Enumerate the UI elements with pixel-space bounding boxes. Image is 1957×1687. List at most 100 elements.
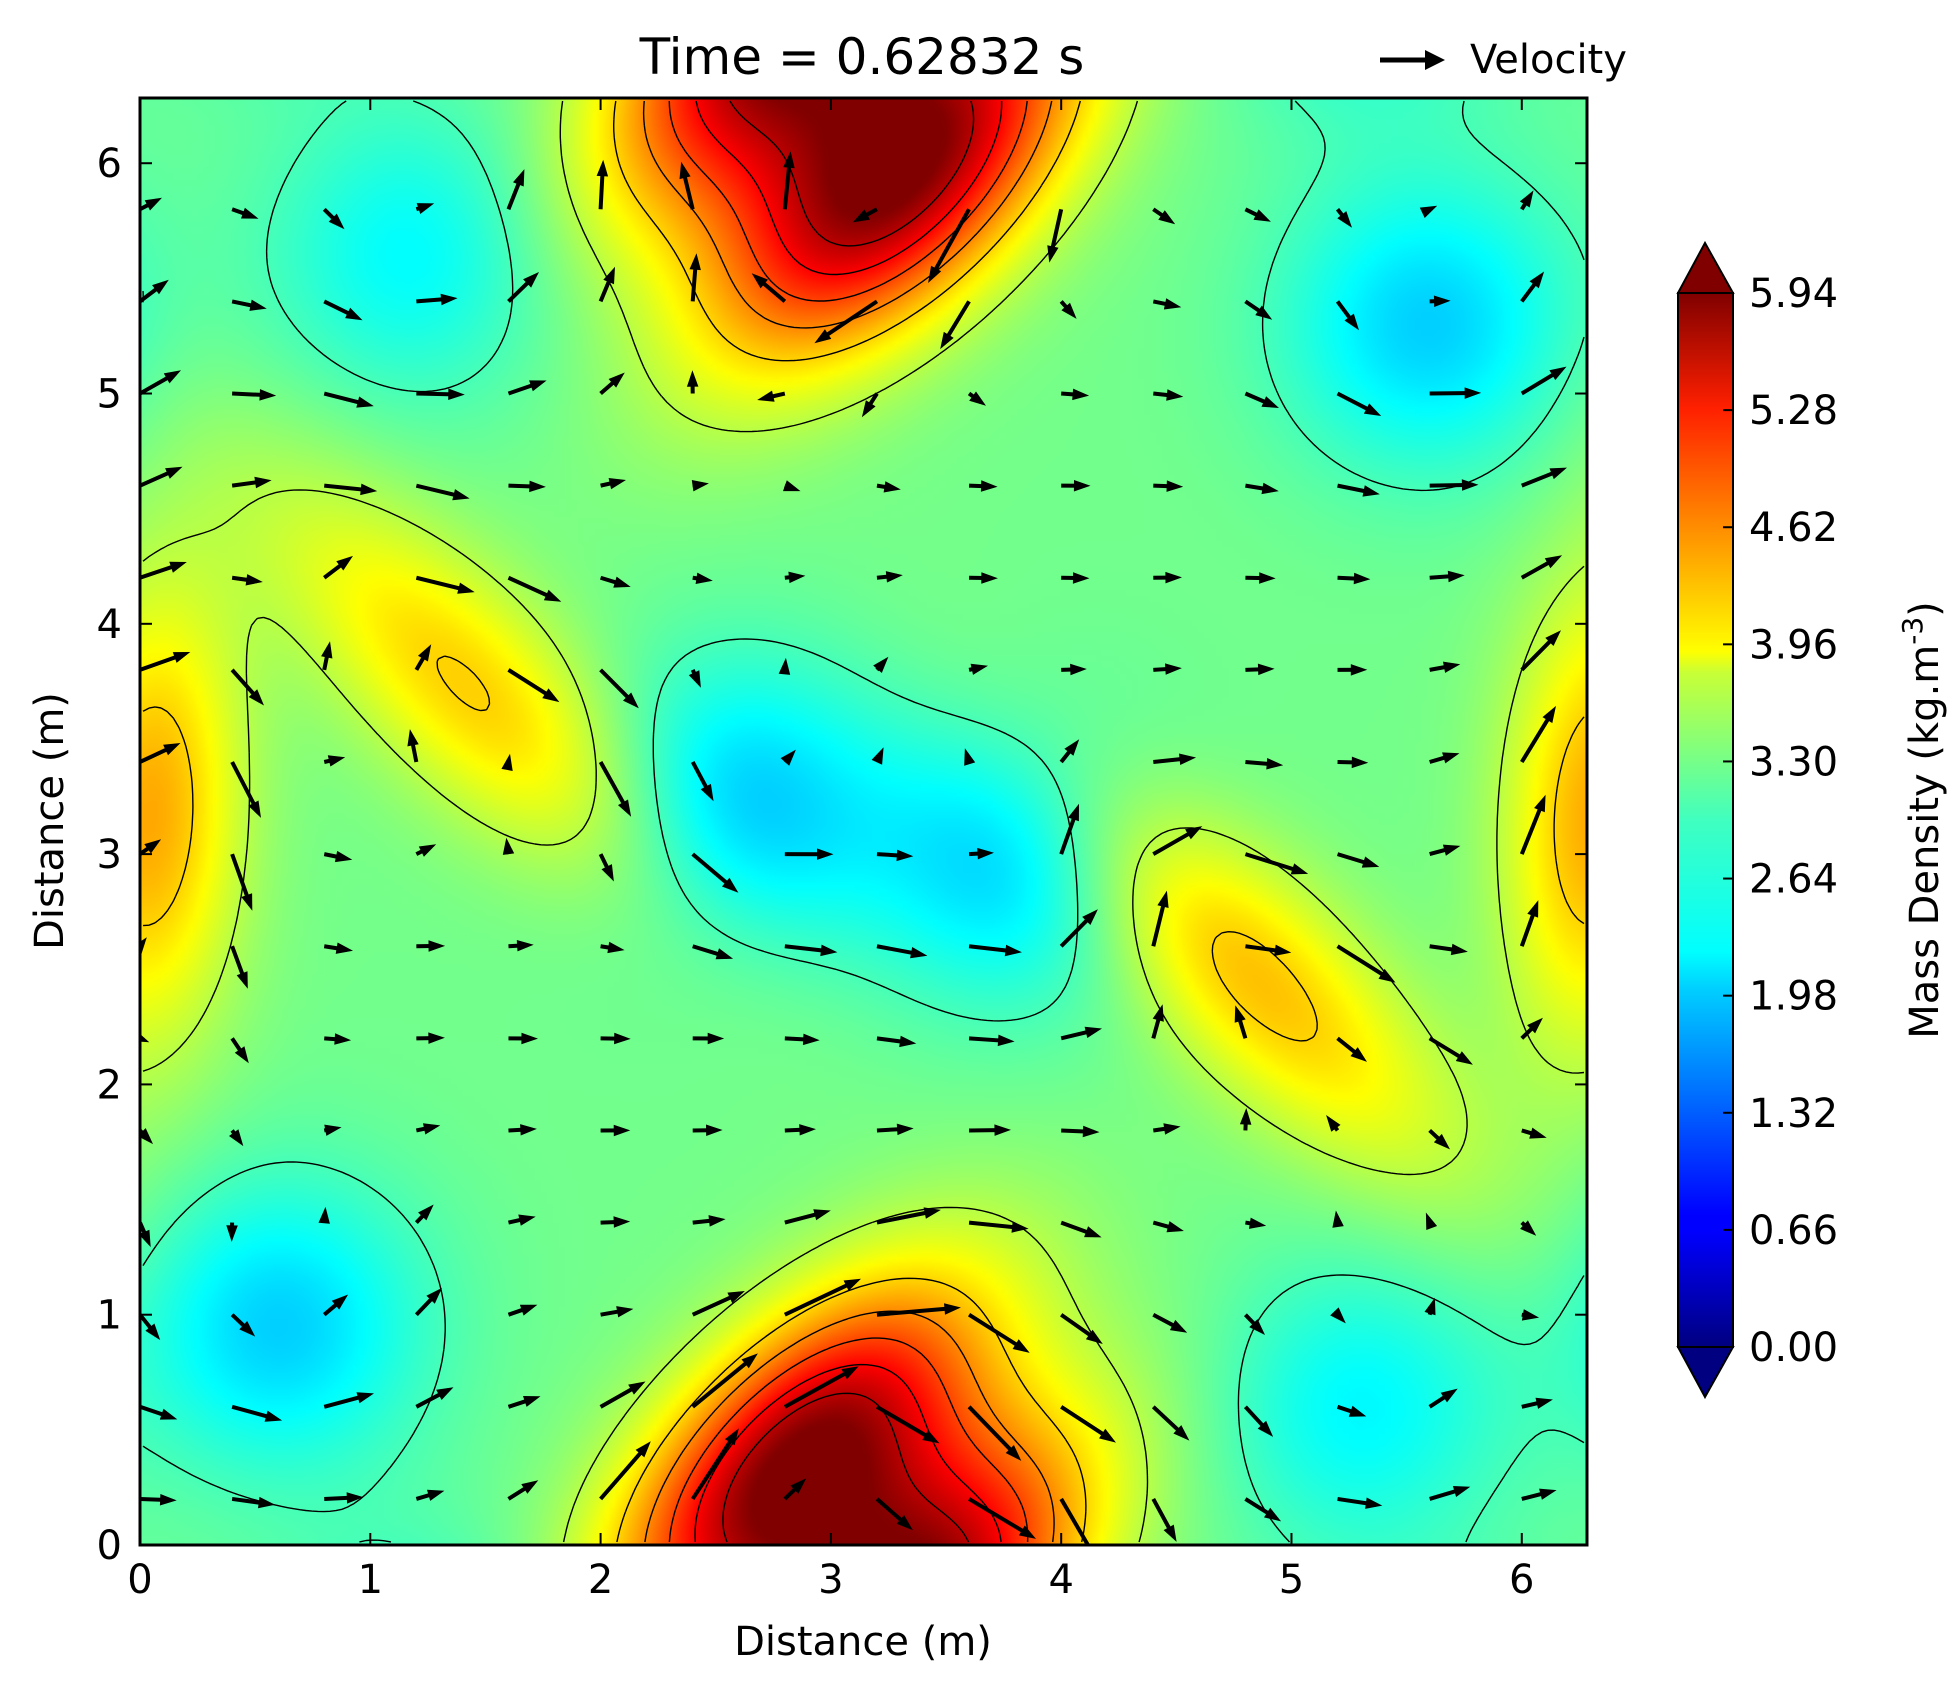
velocity-arrow bbox=[140, 839, 162, 856]
velocity-arrow bbox=[876, 481, 901, 493]
velocity-arrow bbox=[691, 480, 709, 492]
colorbar-tick-label: 0.00 bbox=[1749, 1325, 1838, 1371]
velocity-arrow bbox=[1060, 1026, 1102, 1041]
velocity-arrow bbox=[1244, 852, 1309, 875]
velocity-arrow bbox=[1519, 900, 1539, 947]
velocity-arrow bbox=[968, 847, 994, 860]
velocity-arrow bbox=[1520, 1017, 1543, 1040]
velocity-arrow bbox=[1521, 1309, 1540, 1321]
velocity-arrow bbox=[1059, 1497, 1091, 1545]
colorbar-extend-top bbox=[1676, 240, 1735, 294]
velocity-arrow bbox=[324, 483, 378, 496]
velocity-arrow bbox=[873, 656, 889, 673]
contour-line bbox=[668, 100, 1029, 1543]
colorbar-tick-label: 5.28 bbox=[1749, 388, 1838, 434]
x-tick-label: 2 bbox=[588, 1557, 613, 1603]
velocity-arrow bbox=[415, 1489, 445, 1501]
velocity-arrow bbox=[690, 761, 714, 802]
velocity-arrow bbox=[968, 944, 1022, 957]
velocity-arrow bbox=[969, 1124, 1011, 1136]
colorbar-label-superscript: -3 bbox=[1896, 617, 1929, 645]
velocity-arrow bbox=[1059, 803, 1079, 855]
velocity-arrow bbox=[1337, 664, 1368, 676]
velocity-arrow bbox=[1151, 1405, 1190, 1441]
y-tick-label: 1 bbox=[97, 1293, 122, 1339]
velocity-arrow bbox=[231, 207, 259, 219]
velocity-arrow bbox=[416, 940, 446, 952]
velocity-arrow bbox=[1519, 794, 1546, 855]
velocity-arrow bbox=[323, 555, 353, 580]
velocity-arrow bbox=[1047, 208, 1064, 263]
y-tick-label: 5 bbox=[97, 372, 122, 418]
velocity-arrow bbox=[1336, 391, 1382, 416]
velocity-arrow bbox=[751, 273, 787, 303]
velocity-arrow bbox=[964, 748, 976, 766]
velocity-arrow bbox=[415, 844, 437, 857]
velocity-arrow bbox=[968, 1497, 1036, 1539]
velocity-arrow bbox=[140, 561, 187, 580]
velocity-arrow bbox=[324, 1033, 352, 1045]
colorbar: 0.00 0.66 1.32 1.98 2.64 3.30 3.96 4.62 5.28 5.94… bbox=[1676, 240, 1948, 1400]
velocity-arrow bbox=[598, 853, 614, 882]
velocity-arrow bbox=[1520, 366, 1567, 396]
velocity-arrow bbox=[1428, 1388, 1458, 1409]
velocity-arrow bbox=[600, 478, 626, 490]
velocity-arrow bbox=[1520, 1220, 1537, 1236]
velocity-arrow bbox=[599, 1381, 646, 1409]
velocity-arrow bbox=[875, 1497, 913, 1531]
velocity-arrow bbox=[507, 380, 547, 396]
velocity-arrow bbox=[231, 1404, 283, 1422]
velocity-arrow bbox=[318, 1206, 330, 1224]
legend-label: Velocity bbox=[1470, 37, 1627, 83]
velocity-arrow bbox=[1244, 1497, 1282, 1522]
velocity-arrow bbox=[1429, 479, 1479, 491]
velocity-arrow bbox=[876, 944, 928, 959]
velocity-arrow bbox=[507, 668, 560, 703]
velocity-arrow bbox=[416, 1032, 445, 1044]
velocity-arrow bbox=[1429, 752, 1460, 764]
velocity-arrow bbox=[140, 466, 183, 488]
velocity-arrow bbox=[780, 749, 796, 766]
velocity-arrow bbox=[599, 668, 639, 709]
velocity-arrow bbox=[1428, 1036, 1473, 1065]
velocity-arrow bbox=[875, 1405, 940, 1444]
velocity-arrow bbox=[691, 852, 739, 893]
y-tick-label: 0 bbox=[97, 1523, 122, 1569]
colorbar-tick-label: 4.62 bbox=[1749, 505, 1838, 551]
velocity-arrow bbox=[323, 942, 353, 954]
velocity-arrow bbox=[928, 208, 971, 283]
velocity-arrow bbox=[230, 761, 261, 818]
colorbar-tick-label: 0.66 bbox=[1749, 1208, 1838, 1254]
velocity-arrow bbox=[508, 1124, 537, 1136]
colorbar-tick-label: 3.96 bbox=[1749, 622, 1838, 668]
velocity-arrow bbox=[507, 575, 562, 602]
x-tick-label: 5 bbox=[1279, 1557, 1304, 1603]
x-axis: 0 1 2 3 4 5 6 bbox=[127, 98, 1535, 1603]
velocity-arrow bbox=[1244, 391, 1279, 408]
velocity-arrow bbox=[1151, 890, 1169, 947]
velocity-arrow bbox=[598, 266, 615, 303]
colorbar-ticks: 0.00 0.66 1.32 1.98 2.64 3.30 3.96 4.62 5.28 5.94 bbox=[1723, 271, 1838, 1371]
velocity-arrow bbox=[232, 389, 277, 401]
density-field bbox=[140, 98, 1587, 1545]
plot-frame bbox=[138, 96, 1589, 1547]
velocity-arrow bbox=[1336, 852, 1380, 868]
velocity-arrow bbox=[852, 207, 878, 223]
velocity-arrow bbox=[140, 1313, 161, 1341]
velocity-arrow bbox=[968, 480, 998, 492]
velocity-arrow bbox=[1059, 739, 1080, 764]
velocity-arrow bbox=[507, 272, 539, 303]
velocity-arrow bbox=[416, 388, 465, 400]
velocity-arrow bbox=[1245, 572, 1276, 584]
velocity-arrow bbox=[1153, 389, 1184, 401]
velocity-arrow bbox=[782, 151, 795, 210]
velocity-arrow bbox=[1335, 208, 1352, 228]
x-tick-label: 3 bbox=[818, 1557, 843, 1603]
velocity-arrow bbox=[1519, 190, 1534, 211]
legend: Velocity bbox=[1380, 37, 1627, 83]
velocity-arrow bbox=[757, 390, 786, 402]
velocity-arrow bbox=[692, 944, 734, 960]
velocity-arrow bbox=[871, 747, 884, 765]
velocity-arrow bbox=[1337, 483, 1380, 497]
y-axis: 0 1 2 3 4 5 6 bbox=[97, 141, 1587, 1569]
